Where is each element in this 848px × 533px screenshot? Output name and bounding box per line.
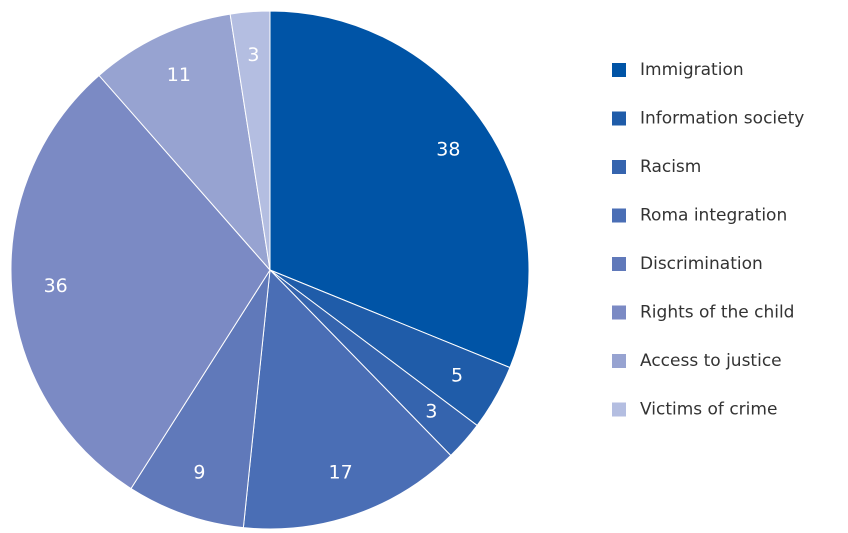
- data-label: 11: [167, 64, 191, 86]
- legend-label: Access to justice: [640, 351, 782, 371]
- pie-slice: [98, 13, 271, 272]
- legend-swatch: [612, 111, 626, 126]
- data-label: 9: [193, 462, 205, 484]
- legend-label: Immigration: [640, 60, 744, 80]
- pie-slice: [269, 10, 530, 369]
- data-label: 38: [436, 138, 460, 160]
- data-label: 17: [329, 462, 353, 484]
- legend-swatch: [612, 160, 626, 174]
- data-label: 3: [247, 44, 259, 66]
- legend-swatch: [612, 63, 626, 77]
- pie-slice: [130, 269, 271, 529]
- legend-swatch: [612, 354, 626, 368]
- legend-swatch: [612, 402, 626, 417]
- data-label: 36: [44, 275, 68, 297]
- pie-slice: [229, 10, 271, 271]
- legend-swatch: [612, 208, 626, 223]
- legend-swatch: [612, 257, 626, 271]
- legend-label: Discrimination: [640, 254, 763, 274]
- legend-swatch: [612, 305, 626, 320]
- legend-label: Racism: [640, 157, 701, 177]
- legend-label: Information society: [640, 109, 804, 129]
- pie-slice: [10, 74, 271, 490]
- data-label: 3: [425, 400, 437, 422]
- legend-label: Rights of the child: [640, 303, 794, 323]
- legend-label: Roma integration: [640, 206, 787, 226]
- legend-label: Victims of crime: [640, 400, 777, 420]
- data-label: 5: [451, 364, 463, 386]
